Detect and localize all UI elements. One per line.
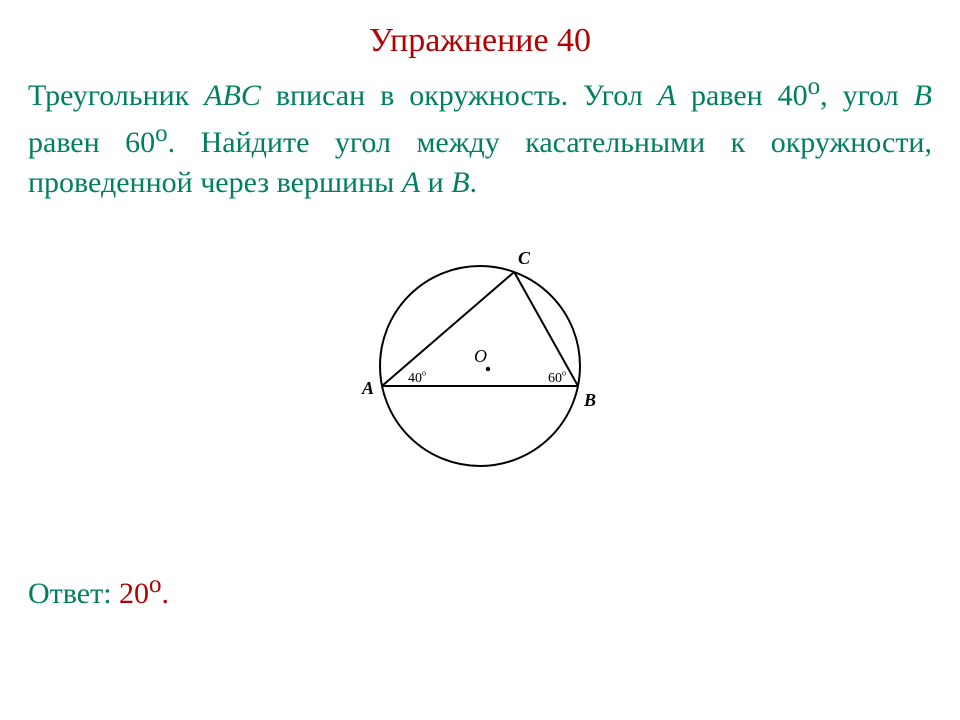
geometry-diagram: O A B C 40о 60о bbox=[330, 226, 630, 496]
answer-line: Ответ: 20о. bbox=[28, 571, 932, 611]
answer-label: Ответ: bbox=[28, 577, 119, 610]
svg-text:40о: 40о bbox=[408, 368, 426, 385]
pt-9: о bbox=[155, 120, 168, 147]
pt-1: ABC bbox=[204, 79, 261, 112]
pt-14: . bbox=[470, 166, 478, 199]
svg-text:O: O bbox=[474, 346, 487, 366]
pt-7: B bbox=[914, 79, 932, 112]
pt-4: равен 40 bbox=[676, 79, 808, 112]
answer-degree: о bbox=[149, 571, 162, 598]
pt-5: о bbox=[808, 73, 821, 100]
svg-text:B: B bbox=[583, 390, 596, 410]
exercise-title: Упражнение 40 bbox=[28, 22, 932, 60]
pt-12: и bbox=[420, 166, 451, 199]
answer-period: . bbox=[162, 577, 170, 610]
pt-13: B bbox=[451, 166, 469, 199]
pt-3: A bbox=[658, 79, 676, 112]
pt-0: Треугольник bbox=[28, 79, 204, 112]
pt-2: вписан в окружность. Угол bbox=[261, 79, 658, 112]
diagram-container: O A B C 40о 60о bbox=[28, 226, 932, 501]
svg-text:60о: 60о bbox=[548, 368, 566, 385]
pt-6: , угол bbox=[820, 79, 914, 112]
answer-value: 20 bbox=[119, 577, 149, 610]
pt-11: A bbox=[402, 166, 420, 199]
problem-text: Треугольник ABC вписан в окружность. Уго… bbox=[28, 70, 932, 204]
svg-text:C: C bbox=[518, 248, 531, 268]
pt-8: равен 60 bbox=[28, 126, 155, 159]
svg-text:A: A bbox=[361, 378, 374, 398]
